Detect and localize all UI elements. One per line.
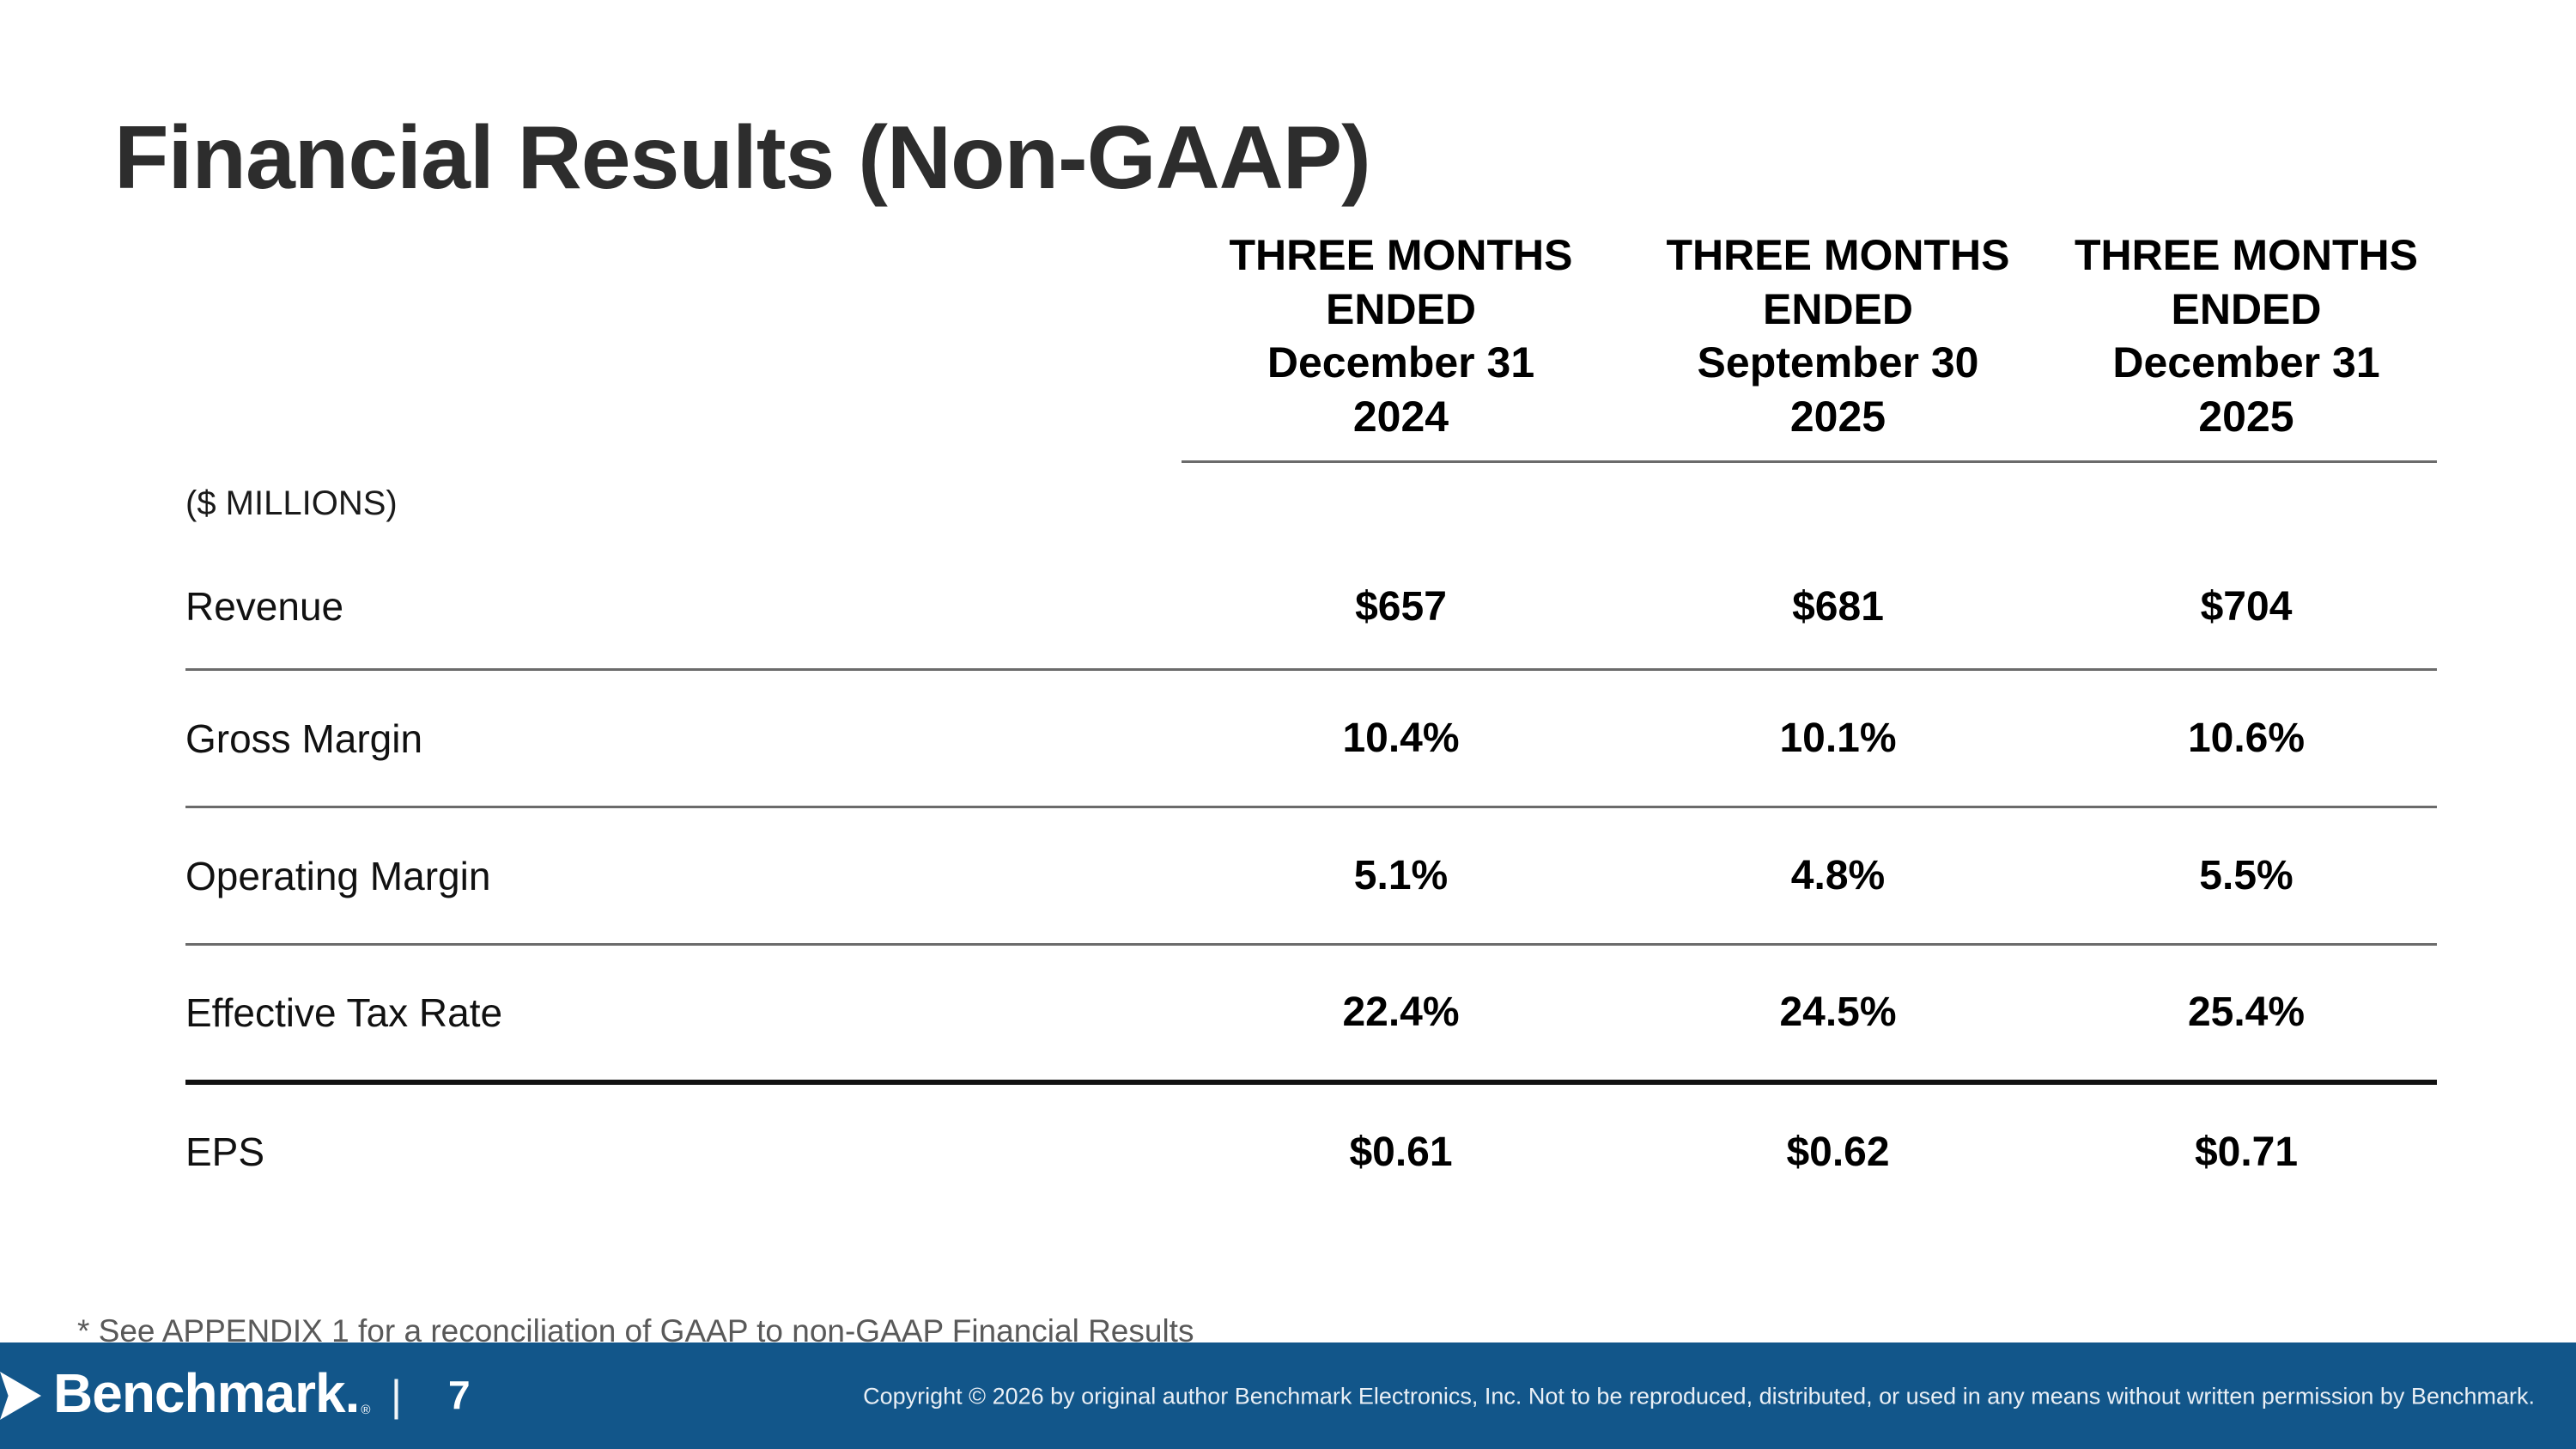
cell-value: 22.4% [1182, 944, 1620, 1085]
row-label: EPS [185, 1129, 265, 1174]
footer-bar: Benchmark. ® | 7 Copyright © 2026 by orig… [0, 1342, 2576, 1449]
cell-value: $704 [2056, 545, 2437, 671]
unit-label-row: ($ MILLIONS) [185, 462, 2437, 545]
row-label: Effective Tax Rate [185, 944, 1182, 1085]
cell-value: 10.1% [1620, 669, 2056, 808]
row-label: Revenue [185, 545, 1182, 671]
cell-value: 10.4% [1182, 669, 1620, 808]
benchmark-logo: Benchmark. ® [53, 1361, 370, 1425]
copyright-text: Copyright © 2026 by original author Benc… [863, 1383, 2535, 1409]
cell-value: 5.1% [1182, 807, 1620, 946]
table-row-eps: EPS $0.61 $0.62 $0.71 [185, 1082, 2437, 1220]
benchmark-arrow-icon [0, 1372, 41, 1420]
empty-cell [1182, 462, 1620, 545]
empty-cell [2056, 462, 2437, 545]
benchmark-logo-text: Benchmark. [53, 1362, 360, 1425]
cell-value: $0.62 [1786, 1129, 1890, 1175]
column-header-q4-2024: THREE MONTHS ENDED December 31 2024 [1182, 228, 1620, 463]
cell-value: 25.4% [2056, 944, 2437, 1085]
column-header-q3-2025: THREE MONTHS ENDED September 30 2025 [1620, 228, 2056, 463]
cell-value: 10.6% [2056, 669, 2437, 808]
cell-value: 5.5% [2056, 807, 2437, 946]
cell-value: 24.5% [1620, 944, 2056, 1085]
cell-value: $0.61 [1349, 1129, 1453, 1175]
cell-value: $681 [1620, 545, 2056, 671]
empty-cell [1620, 462, 2056, 545]
table-row-effective-tax-rate: Effective Tax Rate 22.4% 24.5% 25.4% [185, 944, 2437, 1085]
cell-value: $0.71 [2194, 1129, 2299, 1175]
table-row-gross-margin: Gross Margin 10.4% 10.1% 10.6% [185, 669, 2437, 808]
row-label: Gross Margin [185, 669, 1182, 808]
row-label: Operating Margin [185, 807, 1182, 946]
table-row-operating-margin: Operating Margin 5.1% 4.8% 5.5% [185, 807, 2437, 946]
registered-mark: ® [361, 1403, 370, 1418]
financials-table: THREE MONTHS ENDED December 31 2024 THRE… [185, 228, 2437, 1220]
column-header-q4-2025: THREE MONTHS ENDED December 31 2025 [2056, 228, 2437, 463]
table-header-row: THREE MONTHS ENDED December 31 2024 THRE… [185, 228, 2437, 463]
page-title: Financial Results (Non-GAAP) [114, 107, 1371, 208]
page-number: 7 [448, 1372, 471, 1417]
footer-divider: | [391, 1372, 402, 1420]
cell-value: $657 [1182, 545, 1620, 671]
unit-label: ($ MILLIONS) [185, 484, 398, 522]
table-row-revenue: Revenue $657 $681 $704 [185, 545, 2437, 671]
header-spacer-cell [185, 228, 1182, 462]
financial-results-table: THREE MONTHS ENDED December 31 2024 THRE… [185, 228, 2437, 1220]
cell-value: 4.8% [1620, 807, 2056, 946]
